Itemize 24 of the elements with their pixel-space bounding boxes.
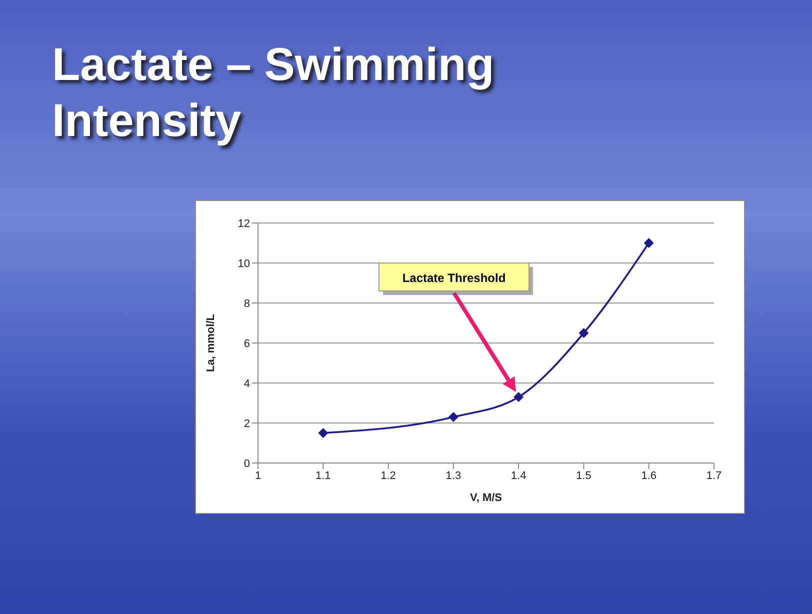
annotation: Lactate Threshold	[402, 271, 506, 285]
y-tick-label: 6	[244, 338, 250, 350]
y-tick-label: 2	[244, 418, 250, 430]
point	[578, 328, 589, 338]
x-tick-label: 1.6	[641, 470, 657, 482]
x-tick-label: 1.5	[576, 470, 592, 482]
x-tick-label: 1.1	[315, 470, 331, 482]
y-axis-title: La, mmol/L	[204, 314, 217, 372]
y-tick-label: 0	[244, 458, 250, 470]
point	[514, 392, 524, 402]
y-tick-label: 10	[238, 258, 250, 270]
x-tick-label: 1.4	[510, 470, 526, 482]
chart-title: Lactate – Swimming Intensity	[52, 37, 496, 148]
point	[448, 412, 458, 422]
point	[318, 428, 328, 438]
x-tick-label: 1.3	[446, 470, 462, 482]
x-axis-title: V, M/S	[470, 492, 502, 504]
y-tick-label: 12	[238, 218, 250, 230]
y-tick-label: 8	[244, 298, 250, 310]
x-tick-label: 1.2	[380, 470, 396, 482]
y-tick-label: 4	[244, 378, 250, 390]
point	[644, 238, 654, 248]
x-tick-label: 1	[254, 470, 262, 482]
x-tick-label: 1.7	[706, 470, 722, 482]
